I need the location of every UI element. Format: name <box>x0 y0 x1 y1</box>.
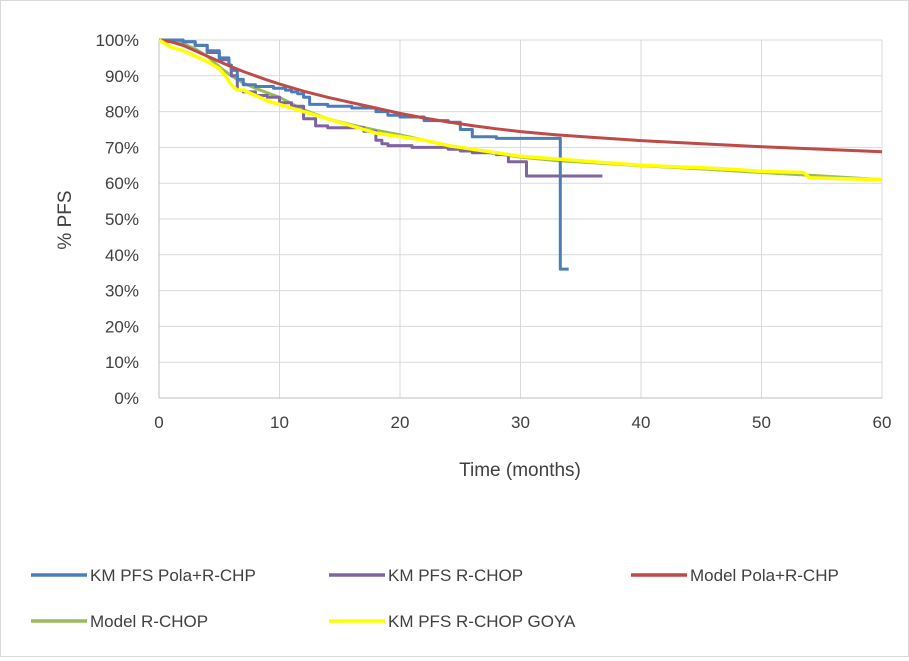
legend-item-model-pola-r-chp: Model Pola+R-CHP <box>631 566 839 585</box>
y-tick-label: 10% <box>105 353 139 372</box>
axes <box>158 40 882 399</box>
y-tick-label: 90% <box>105 67 139 86</box>
y-tick-label: 70% <box>105 138 139 157</box>
x-axis-title: Time (months) <box>459 460 581 481</box>
x-tick-label: 10 <box>270 413 289 432</box>
y-tick-label: 80% <box>105 103 139 122</box>
legend-label: KM PFS R-CHOP GOYA <box>388 612 576 631</box>
series-lines <box>158 38 883 271</box>
y-tick-label: 20% <box>105 317 139 336</box>
legend-label: KM PFS Pola+R-CHP <box>90 566 256 585</box>
legend-item-km-pfs-r-chop-goya: KM PFS R-CHOP GOYA <box>329 612 576 631</box>
y-tick-label: 100% <box>96 31 139 50</box>
series-line-model-pola-r-chp <box>158 38 883 154</box>
x-tick-label: 30 <box>511 413 530 432</box>
legend-item-km-pfs-r-chop: KM PFS R-CHOP <box>329 566 523 585</box>
y-axis-title: % PFS <box>55 190 76 249</box>
legend-label: KM PFS R-CHOP <box>388 566 523 585</box>
legend-item-km-pfs-pola-r-chp: KM PFS Pola+R-CHP <box>31 566 256 585</box>
series-line-km-pfs-r-chop-goya <box>158 38 883 182</box>
x-tick-label: 50 <box>752 413 771 432</box>
series-line-km-pfs-r-chop <box>159 38 603 178</box>
x-tick-label: 20 <box>391 413 410 432</box>
legend-item-model-r-chop: Model R-CHOP <box>31 612 208 631</box>
y-tick-label: 30% <box>105 282 139 301</box>
x-tick-label: 60 <box>873 413 892 432</box>
x-tick-label: 0 <box>154 413 163 432</box>
y-tick-label: 60% <box>105 174 139 193</box>
legend-label: Model R-CHOP <box>90 612 208 631</box>
tick-labels: 0% 10% 20% 30% 40% 50% 60% 70% 80% 90% 100% 0 10 20 30… <box>96 31 892 432</box>
y-tick-label: 0% <box>114 389 139 408</box>
y-tick-label: 50% <box>105 210 139 229</box>
y-tick-label: 40% <box>105 246 139 265</box>
legend: KM PFS Pola+R-CHP KM PFS R-CHOP Model Pola… <box>31 566 839 631</box>
x-tick-label: 40 <box>632 413 651 432</box>
legend-label: Model Pola+R-CHP <box>690 566 839 585</box>
